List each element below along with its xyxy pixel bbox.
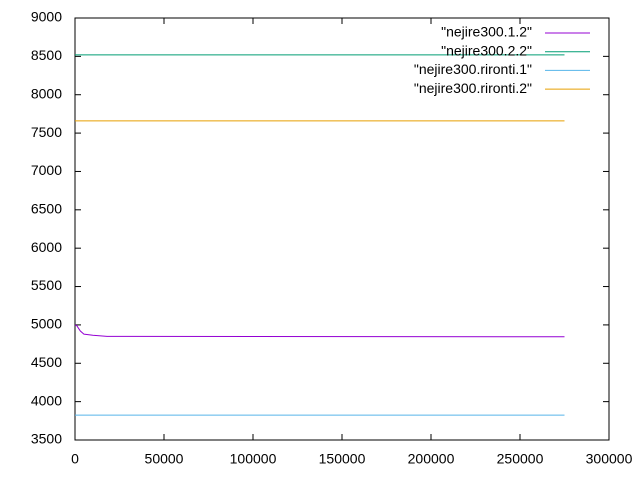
y-tick-label: 5500 [31, 277, 62, 293]
x-tick-label: 300000 [586, 451, 633, 467]
y-tick-label: 3500 [31, 431, 62, 447]
x-tick-label: 0 [71, 451, 79, 467]
x-tick-label: 100000 [230, 451, 277, 467]
y-tick-label: 7500 [31, 124, 62, 140]
legend-label: "nejire300.2.2" [441, 42, 532, 58]
x-tick-label: 250000 [497, 451, 544, 467]
y-tick-label: 8500 [31, 47, 62, 63]
legend-label: "nejire300.1.2" [441, 24, 532, 40]
x-tick-label: 50000 [145, 451, 184, 467]
series-line [74, 324, 565, 338]
y-tick-label: 6500 [31, 201, 62, 217]
legend-label: "nejire300.rironti.1" [414, 61, 532, 77]
y-tick-label: 4500 [31, 354, 62, 370]
y-tick-label: 6000 [31, 239, 62, 255]
legend-label: "nejire300.rironti.2" [414, 80, 532, 96]
y-tick-label: 7000 [31, 162, 62, 178]
x-tick-label: 200000 [408, 451, 455, 467]
y-tick-label: 5000 [31, 316, 62, 332]
y-tick-label: 9000 [31, 9, 62, 25]
x-tick-label: 150000 [319, 451, 366, 467]
y-tick-label: 8000 [31, 85, 62, 101]
y-tick-label: 4000 [31, 392, 62, 408]
